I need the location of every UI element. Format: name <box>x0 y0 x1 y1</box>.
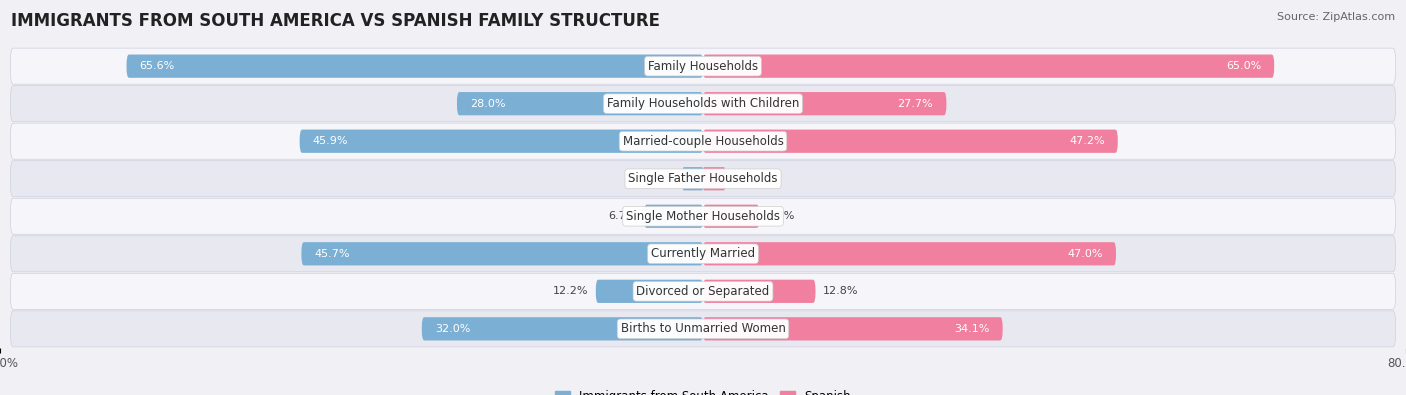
Text: Single Father Households: Single Father Households <box>628 172 778 185</box>
FancyBboxPatch shape <box>11 236 1395 272</box>
Text: Married-couple Households: Married-couple Households <box>623 135 783 148</box>
FancyBboxPatch shape <box>11 123 1395 159</box>
FancyBboxPatch shape <box>11 48 1395 84</box>
FancyBboxPatch shape <box>683 167 703 190</box>
Text: Births to Unmarried Women: Births to Unmarried Women <box>620 322 786 335</box>
FancyBboxPatch shape <box>11 86 1395 122</box>
FancyBboxPatch shape <box>299 130 703 153</box>
Text: 45.7%: 45.7% <box>315 249 350 259</box>
FancyBboxPatch shape <box>703 130 1118 153</box>
Legend: Immigrants from South America, Spanish: Immigrants from South America, Spanish <box>551 385 855 395</box>
FancyBboxPatch shape <box>703 205 759 228</box>
FancyBboxPatch shape <box>703 280 815 303</box>
Text: 6.4%: 6.4% <box>766 211 794 221</box>
Text: 34.1%: 34.1% <box>955 324 990 334</box>
Text: Single Mother Households: Single Mother Households <box>626 210 780 223</box>
Text: 6.7%: 6.7% <box>609 211 637 221</box>
Text: IMMIGRANTS FROM SOUTH AMERICA VS SPANISH FAMILY STRUCTURE: IMMIGRANTS FROM SOUTH AMERICA VS SPANISH… <box>11 12 661 30</box>
FancyBboxPatch shape <box>596 280 703 303</box>
Text: Divorced or Separated: Divorced or Separated <box>637 285 769 298</box>
FancyBboxPatch shape <box>422 317 703 340</box>
FancyBboxPatch shape <box>11 198 1395 234</box>
Text: 65.0%: 65.0% <box>1226 61 1261 71</box>
FancyBboxPatch shape <box>703 55 1274 78</box>
Text: 47.0%: 47.0% <box>1067 249 1102 259</box>
Text: 47.2%: 47.2% <box>1069 136 1105 146</box>
FancyBboxPatch shape <box>703 92 946 115</box>
Text: 12.8%: 12.8% <box>823 286 858 296</box>
Text: 2.3%: 2.3% <box>647 174 676 184</box>
FancyBboxPatch shape <box>457 92 703 115</box>
Text: Family Households: Family Households <box>648 60 758 73</box>
Text: 2.5%: 2.5% <box>733 174 761 184</box>
FancyBboxPatch shape <box>644 205 703 228</box>
FancyBboxPatch shape <box>127 55 703 78</box>
Text: Family Households with Children: Family Households with Children <box>607 97 799 110</box>
FancyBboxPatch shape <box>703 242 1116 265</box>
Text: 32.0%: 32.0% <box>434 324 471 334</box>
Text: 27.7%: 27.7% <box>897 99 934 109</box>
FancyBboxPatch shape <box>11 273 1395 309</box>
FancyBboxPatch shape <box>703 317 1002 340</box>
FancyBboxPatch shape <box>11 311 1395 347</box>
Text: 45.9%: 45.9% <box>314 136 349 146</box>
FancyBboxPatch shape <box>703 167 725 190</box>
Text: Source: ZipAtlas.com: Source: ZipAtlas.com <box>1277 12 1395 22</box>
Text: 65.6%: 65.6% <box>139 61 174 71</box>
FancyBboxPatch shape <box>301 242 703 265</box>
FancyBboxPatch shape <box>11 161 1395 197</box>
Text: Currently Married: Currently Married <box>651 247 755 260</box>
Text: 12.2%: 12.2% <box>554 286 589 296</box>
Text: 28.0%: 28.0% <box>470 99 506 109</box>
